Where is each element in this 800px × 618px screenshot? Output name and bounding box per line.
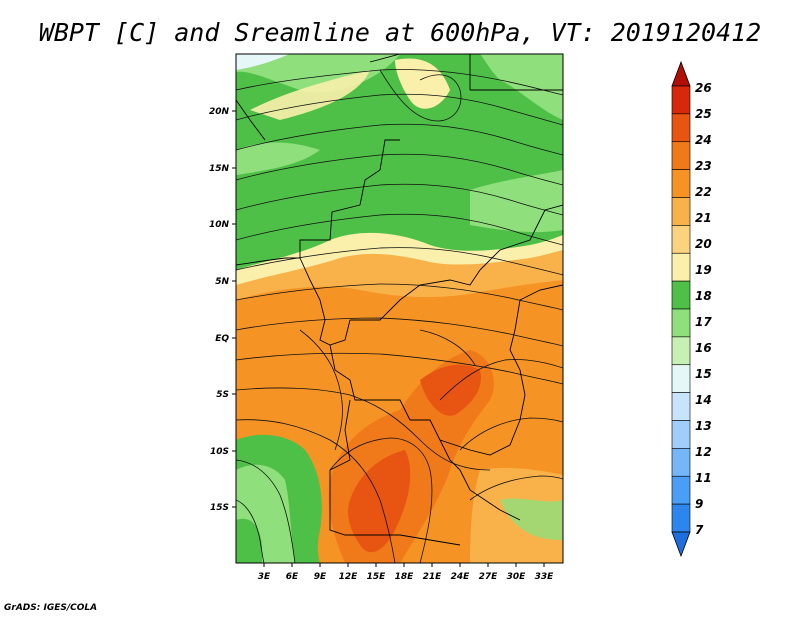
lat-tick-label: 20N: [209, 107, 230, 117]
lat-tick-label: 5N: [215, 277, 229, 287]
lat-tick-label: 5S: [216, 390, 229, 400]
colorbar-label: 7: [695, 523, 704, 537]
footer-credit: GrADS: IGES/COLA: [4, 603, 98, 613]
colorbar-segment: [671, 141, 691, 170]
region-hot-south: [348, 450, 411, 553]
lon-tick-label: 30E: [507, 572, 527, 582]
colorbar-segment: [671, 420, 691, 449]
streamlines: [236, 69, 563, 563]
colorbar-label: 23: [695, 159, 712, 173]
colorbar-segment: [671, 336, 691, 366]
lon-tick-label: 33E: [535, 572, 555, 582]
lon-tick-label: 27E: [479, 572, 499, 582]
region-light-green-w: [236, 142, 320, 175]
lat-tick-label: EQ: [215, 334, 229, 344]
colorbar-label: 25: [695, 107, 712, 121]
colorbar-segment: [671, 169, 691, 198]
colorbar-segment: [671, 308, 691, 338]
region-green-sw-inner: [236, 518, 262, 563]
colorbar-segment: [671, 225, 691, 254]
colorbar-label: 15: [695, 367, 712, 381]
colorbar-bottom-triangle: [671, 531, 691, 558]
lat-tick-label: 15N: [209, 164, 230, 174]
lon-tick-labels: 3E 6E 9E 12E 15E 18E 21E 24E 27E 30E 33E: [258, 572, 554, 582]
chart-title: WBPT [C] and Sreamline at 600hPa, VT: 20…: [38, 18, 762, 47]
colorbar-segment: [671, 364, 691, 393]
lon-tick-label: 15E: [367, 572, 387, 582]
lat-tick-label: 10S: [210, 447, 229, 457]
colorbar-label: 9: [695, 497, 703, 511]
colorbar-label: 22: [695, 185, 712, 199]
colorbar-segment: [671, 252, 691, 282]
colorbar-label: 16: [695, 341, 712, 355]
colorbar-top-triangle: [671, 60, 691, 87]
lon-tick-label: 12E: [339, 572, 359, 582]
colorbar-label: 24: [695, 133, 712, 147]
colorbar-label: 14: [695, 393, 712, 407]
map-frame: [235, 53, 564, 564]
lon-tick-label: 18E: [395, 572, 415, 582]
axis-ticks: [232, 110, 545, 567]
colorbar-label: 17: [695, 315, 712, 329]
lat-tick-labels: 20N 15N 10N 5N EQ 5S 10S 15S: [209, 107, 230, 513]
region-light-green-ne: [480, 54, 563, 120]
lon-tick-label: 9E: [314, 572, 327, 582]
colorbar-segment: [671, 280, 691, 310]
colorbar-label: 21: [695, 211, 712, 225]
lon-tick-label: 21E: [423, 572, 443, 582]
lon-tick-label: 24E: [451, 572, 471, 582]
colorbar-segment: [671, 503, 691, 533]
country-borders: [236, 54, 563, 546]
region-pale-nw: [236, 54, 290, 70]
field-shading: [236, 54, 563, 563]
colorbar-label: 13: [695, 419, 712, 433]
colorbar-segment: [671, 475, 691, 505]
colorbar-label: 26: [695, 81, 712, 95]
colorbar-segment: [671, 392, 691, 421]
lat-tick-label: 10N: [209, 220, 230, 230]
region-light-green-e: [470, 170, 563, 233]
colorbar-label: 11: [695, 471, 712, 485]
colorbar-label: 12: [695, 445, 712, 459]
colorbar-label: 19: [695, 263, 712, 277]
colorbar-segment: [671, 85, 691, 115]
colorbar-segment: [671, 448, 691, 477]
region-green-se: [500, 498, 563, 540]
lon-tick-label: 3E: [258, 572, 271, 582]
colorbar-label: 20: [695, 237, 712, 251]
colorbar: 26 25 24 23 22 21 20 19 18 17 16 15 14 13 12 11 9 7: [671, 60, 712, 558]
colorbar-segment: [671, 113, 691, 143]
lat-tick-label: 15S: [210, 503, 229, 513]
region-yellow-streak: [250, 70, 370, 120]
lon-tick-label: 6E: [286, 572, 299, 582]
colorbar-segment: [671, 197, 691, 226]
colorbar-label: 18: [695, 289, 712, 303]
